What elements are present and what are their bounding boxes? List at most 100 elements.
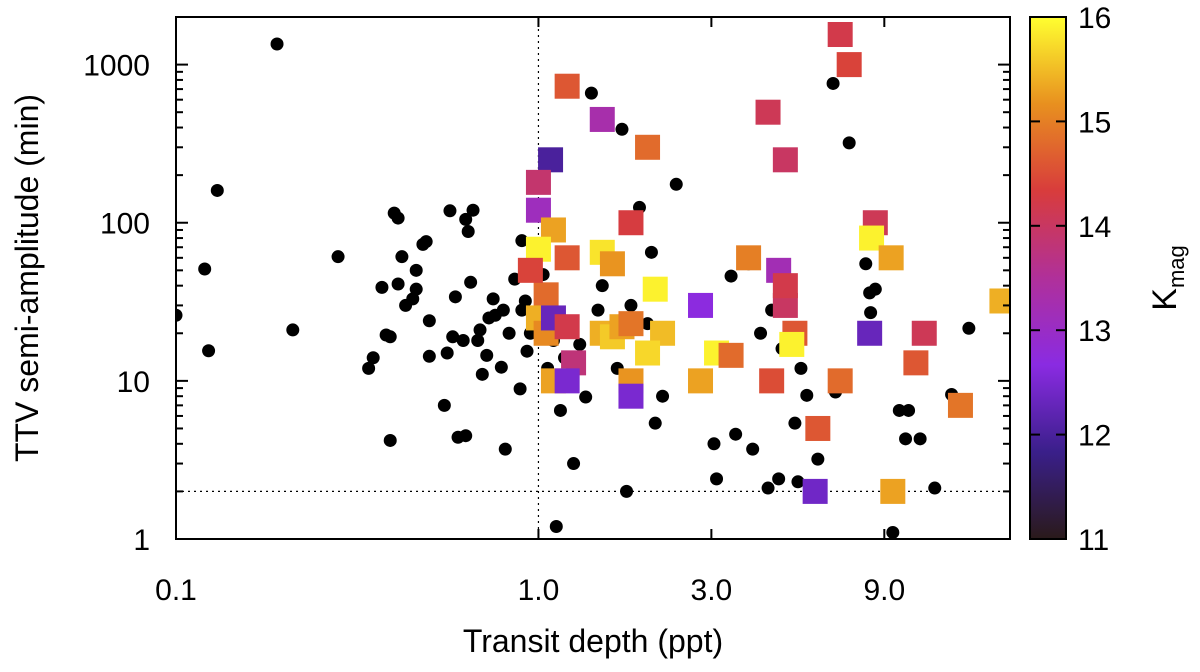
colorbar-label-main: K bbox=[1146, 288, 1184, 311]
data-point-square bbox=[755, 99, 781, 125]
data-point-dot bbox=[486, 292, 500, 306]
data-point-dot bbox=[383, 433, 397, 447]
data-point-dot bbox=[383, 330, 397, 344]
data-point-dot bbox=[210, 183, 224, 197]
colorbar-ticks: 11 12 13 14 15 16 bbox=[1030, 2, 1111, 557]
colorbar-tick-label: 14 bbox=[1078, 211, 1111, 244]
y-tick-label: 10 bbox=[117, 366, 150, 399]
data-point-dot bbox=[446, 330, 460, 344]
data-point-dot bbox=[375, 280, 389, 294]
data-point-square bbox=[736, 245, 762, 271]
colorbar bbox=[1029, 16, 1067, 540]
data-point-dot bbox=[648, 416, 662, 430]
data-point-square bbox=[989, 288, 1010, 314]
data-point-dot bbox=[176, 308, 183, 322]
data-point-dot bbox=[422, 314, 436, 328]
data-point-square bbox=[635, 134, 661, 160]
data-point-dot bbox=[480, 348, 494, 362]
data-point-dot bbox=[443, 204, 457, 218]
data-point-dot bbox=[591, 303, 605, 317]
colorbar-label-sub: mag bbox=[1164, 245, 1189, 288]
data-point-dot bbox=[459, 212, 473, 226]
data-point-dot bbox=[498, 442, 512, 456]
plot-frame bbox=[175, 16, 1011, 540]
data-point-dot bbox=[456, 334, 470, 348]
data-point-dot bbox=[464, 275, 478, 289]
data-point-dot bbox=[729, 427, 743, 441]
y-tick-label: 1 bbox=[133, 524, 150, 557]
data-point-dot bbox=[391, 277, 405, 291]
data-point-dot bbox=[496, 303, 510, 317]
data-point-square bbox=[772, 147, 798, 173]
data-point-dot bbox=[475, 367, 489, 381]
data-point-dot bbox=[656, 389, 670, 403]
data-point-dot bbox=[466, 203, 480, 217]
data-point-dot bbox=[409, 282, 423, 296]
data-point-dot bbox=[800, 388, 814, 402]
data-point-dot bbox=[502, 326, 516, 340]
data-point-dot bbox=[473, 323, 487, 337]
data-point-square bbox=[802, 478, 828, 504]
data-point-dot bbox=[579, 390, 593, 404]
data-point-dot bbox=[886, 525, 900, 539]
data-point-dot bbox=[518, 294, 532, 308]
data-point-square bbox=[618, 311, 644, 337]
data-point-square bbox=[525, 169, 551, 195]
data-point-dot bbox=[461, 225, 475, 239]
reference-lines bbox=[176, 17, 1010, 539]
data-point-square bbox=[554, 245, 580, 271]
data-point-dot bbox=[962, 321, 976, 335]
data-point-square bbox=[718, 342, 744, 368]
data-point-dot bbox=[868, 282, 882, 296]
colorbar-label: Kmag bbox=[1146, 245, 1189, 310]
data-point-dot bbox=[724, 269, 738, 283]
data-point-square bbox=[903, 350, 929, 376]
data-point-dot bbox=[710, 472, 724, 486]
colorbar-tick-label: 11 bbox=[1078, 524, 1109, 557]
data-point-dot bbox=[761, 481, 775, 495]
data-point-dot bbox=[471, 334, 485, 348]
data-point-dot bbox=[707, 437, 721, 451]
data-point-dot bbox=[669, 177, 683, 191]
data-point-dot bbox=[644, 245, 658, 259]
data-point-dot bbox=[899, 432, 913, 446]
data-point-square bbox=[554, 73, 580, 99]
data-point-dot bbox=[826, 76, 840, 90]
x-tick-label: 0.1 bbox=[155, 574, 197, 607]
data-point-dot bbox=[362, 361, 376, 375]
x-tick-label: 9.0 bbox=[863, 574, 905, 607]
data-point-dot bbox=[440, 346, 454, 360]
data-point-dot bbox=[391, 211, 405, 225]
data-point-square bbox=[827, 368, 853, 394]
data-point-dot bbox=[902, 403, 916, 417]
data-point-dot bbox=[515, 234, 529, 248]
data-point-dot bbox=[620, 484, 634, 498]
data-point-dot bbox=[513, 382, 527, 396]
data-point-dot bbox=[864, 306, 878, 320]
data-point-dot bbox=[859, 257, 873, 271]
data-point-dot bbox=[615, 122, 629, 136]
data-point-dot bbox=[754, 326, 768, 340]
data-point-square bbox=[554, 314, 580, 340]
data-point-dot bbox=[395, 250, 409, 264]
data-point-square bbox=[857, 320, 883, 346]
data-point-dot bbox=[794, 361, 808, 375]
colorbar-tick-label: 12 bbox=[1078, 420, 1111, 453]
data-point-dot bbox=[928, 481, 942, 495]
data-point-dot bbox=[573, 337, 587, 351]
data-point-dot bbox=[746, 442, 760, 456]
data-point-square bbox=[880, 478, 906, 504]
data-point-dot bbox=[409, 263, 423, 277]
data-point-dot bbox=[202, 344, 216, 358]
y-axis: 1 10 100 1000 bbox=[83, 16, 1010, 557]
data-point-dot bbox=[624, 298, 638, 312]
data-point-dot bbox=[422, 349, 436, 363]
colorbar-tick-label: 16 bbox=[1078, 2, 1111, 35]
data-point-square bbox=[688, 292, 714, 318]
data-point-square bbox=[538, 147, 564, 173]
data-point-square bbox=[827, 22, 853, 48]
data-point-square bbox=[618, 210, 644, 236]
data-point-square bbox=[554, 368, 580, 394]
colorbar-tick-label: 13 bbox=[1078, 315, 1111, 348]
data-point-dot bbox=[788, 416, 802, 430]
